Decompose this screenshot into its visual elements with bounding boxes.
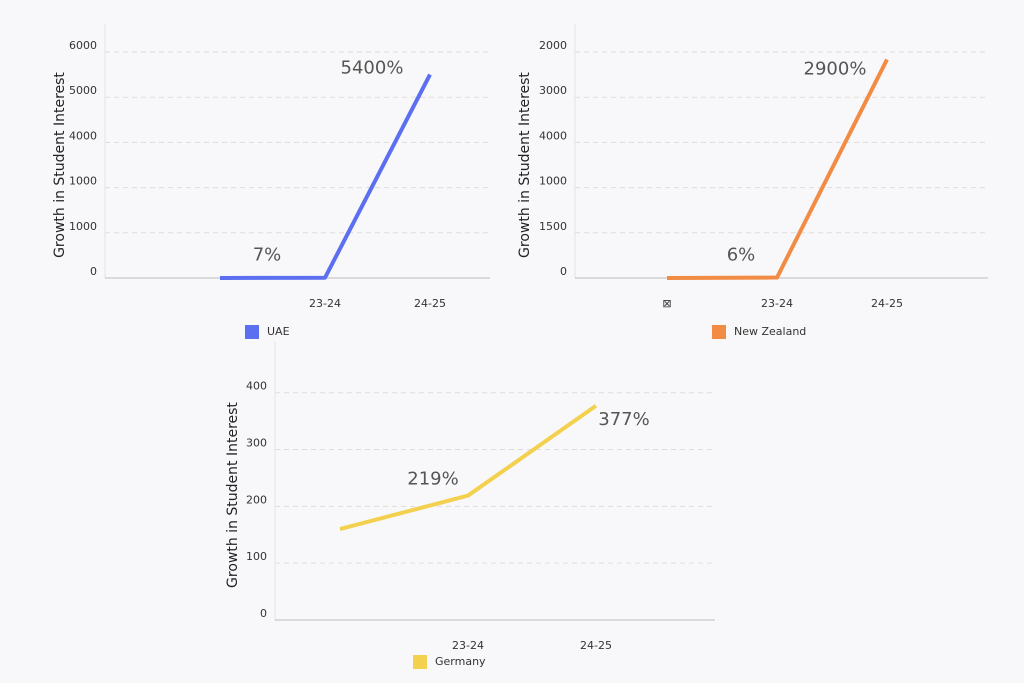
y-tick-label: 1500 [539, 220, 567, 233]
y-tick-label: 3000 [539, 84, 567, 97]
value-label: 6% [727, 245, 756, 266]
legend-swatch [413, 655, 427, 669]
y-tick-label: 1000 [69, 175, 97, 188]
x-tick-label: 24-25 [871, 297, 903, 310]
x-tick-label: 23-24 [452, 639, 484, 652]
value-label: 377% [598, 409, 649, 430]
y-tick-label: 4000 [69, 129, 97, 142]
y-tick-label: 4000 [539, 129, 567, 142]
y-tick-label: 1000 [69, 220, 97, 233]
y-tick-label: 5000 [69, 84, 97, 97]
y-tick-label: 100 [246, 550, 267, 563]
x-tick-label: ⊠ [662, 297, 671, 310]
data-line [219, 73, 432, 280]
y-axis-title: Growth in Student Interest [517, 72, 533, 258]
x-tick-label: 24-25 [580, 639, 612, 652]
value-label: 7% [253, 245, 282, 266]
x-tick-label: 24-25 [414, 297, 446, 310]
y-tick-label: 300 [246, 437, 267, 450]
y-tick-label: 6000 [69, 39, 97, 52]
legend-swatch [245, 325, 259, 339]
y-tick-label: 0 [560, 265, 567, 278]
y-tick-label: 1000 [539, 175, 567, 188]
legend-label: New Zealand [734, 325, 806, 338]
value-label: 219% [407, 469, 458, 490]
y-tick-label: 2000 [539, 39, 567, 52]
x-tick-label: 23-24 [309, 297, 341, 310]
y-tick-label: 0 [260, 607, 267, 620]
y-tick-label: 200 [246, 493, 267, 506]
data-line [666, 58, 889, 280]
value-label: 5400% [341, 58, 404, 79]
value-label: 2900% [804, 59, 867, 80]
y-axis-title: Growth in Student Interest [52, 72, 68, 258]
x-tick-label: 23-24 [761, 297, 793, 310]
y-tick-label: 0 [90, 265, 97, 278]
legend-label: Germany [435, 655, 486, 668]
legend-label: UAE [267, 325, 290, 338]
data-line [339, 404, 598, 532]
y-axis-title: Growth in Student Interest [225, 402, 241, 588]
legend-swatch [712, 325, 726, 339]
y-tick-label: 400 [246, 380, 267, 393]
